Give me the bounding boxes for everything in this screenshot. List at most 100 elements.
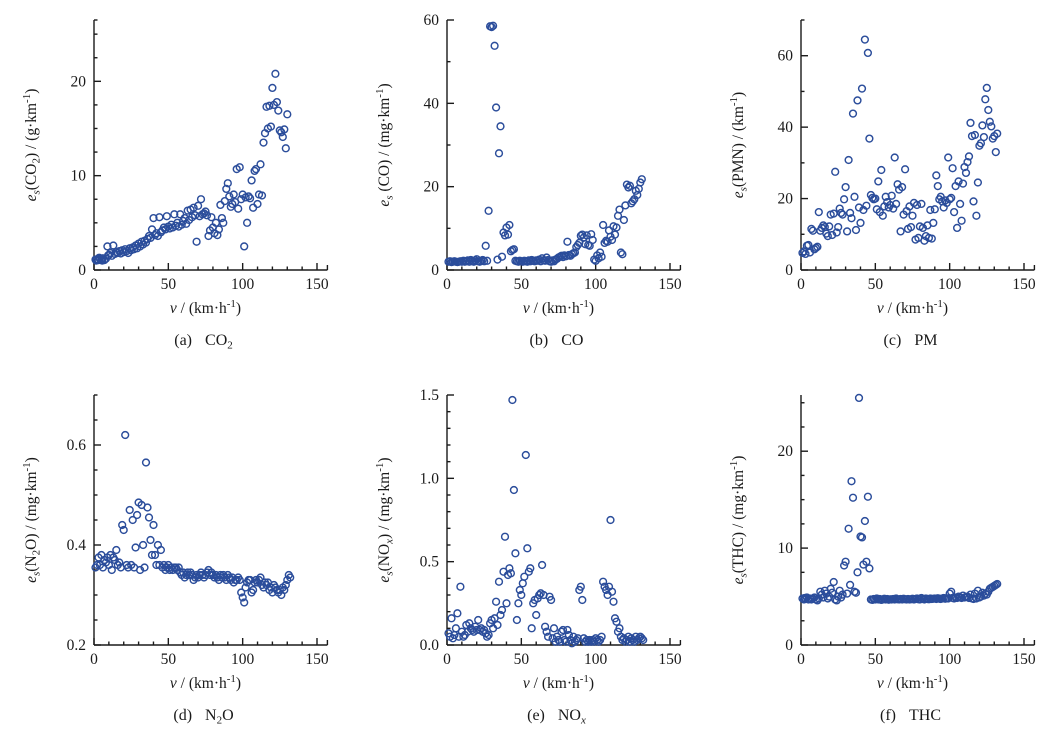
data-point — [147, 550, 157, 560]
data-point — [864, 134, 874, 143]
data-point — [574, 634, 583, 643]
data-point — [278, 132, 287, 142]
data-point — [970, 130, 979, 140]
y-axis-title: es (CO) / (mg·km-1) — [374, 83, 396, 206]
data-point — [242, 218, 252, 227]
y-tick-label: 60 — [424, 12, 440, 29]
data-point — [887, 191, 896, 200]
data-point — [510, 485, 519, 495]
data-point — [121, 430, 130, 440]
data-point — [219, 218, 228, 227]
y-tick-label: 1.0 — [420, 470, 440, 487]
x-tick-label: 150 — [305, 276, 329, 293]
data-point — [223, 179, 232, 188]
data-point — [275, 126, 284, 135]
y-tick-label: 1.5 — [420, 387, 440, 404]
data-point — [563, 237, 572, 246]
data-point — [639, 635, 648, 645]
data-point — [878, 211, 887, 220]
x-tick-label: 0 — [797, 651, 805, 668]
data-point — [493, 620, 502, 630]
data-point — [824, 222, 833, 231]
y-tick-label: 40 — [424, 95, 440, 112]
data-point — [578, 595, 587, 605]
subplot-d-n2o: 0 50 100 150 0.2 0.4 0.6 es(N2O) / (mg·km-1) v /… — [0, 375, 353, 750]
data-point — [504, 230, 513, 239]
data-point — [125, 505, 134, 515]
data-point — [860, 516, 869, 526]
data-point — [916, 199, 926, 209]
data-point — [957, 216, 966, 225]
data-points — [91, 430, 295, 607]
data-point — [146, 535, 155, 545]
data-point — [138, 540, 148, 550]
data-point — [912, 200, 921, 210]
data-point — [597, 632, 607, 641]
data-point — [544, 632, 553, 641]
data-point — [281, 580, 290, 590]
data-point — [626, 181, 635, 190]
data-point — [964, 152, 973, 161]
data-point — [501, 532, 510, 541]
x-tick-label: 150 — [659, 651, 683, 668]
data-point — [638, 175, 647, 184]
y-tick-label: 20 — [424, 179, 440, 196]
data-point — [933, 181, 942, 191]
data-point — [538, 560, 547, 570]
data-point — [159, 223, 169, 232]
data-point — [842, 589, 851, 598]
data-point — [452, 624, 461, 633]
data-point — [823, 231, 832, 241]
data-point — [842, 227, 851, 236]
data-point — [983, 105, 993, 115]
data-point — [196, 195, 206, 204]
data-point — [812, 242, 822, 251]
data-point — [811, 243, 820, 253]
y-tick-label: 10 — [71, 168, 87, 185]
data-point — [848, 493, 857, 502]
data-point — [251, 164, 261, 174]
data-point — [624, 183, 633, 192]
data-point — [839, 195, 848, 204]
x-tick-label: 50 — [867, 276, 883, 293]
data-point — [193, 201, 203, 210]
scatter-chart-co: 0 50 100 150 0 20 40 60 es (CO) / (mg·km-1) v / (… — [374, 12, 682, 349]
data-point — [170, 210, 179, 219]
data-point — [259, 138, 268, 147]
data-point — [250, 166, 259, 176]
data-point — [532, 610, 541, 620]
data-point — [527, 624, 537, 633]
data-point — [629, 197, 638, 206]
data-point — [896, 227, 905, 236]
data-point — [213, 230, 222, 240]
data-point — [484, 206, 494, 215]
data-point — [891, 199, 900, 209]
x-axis-title: v / (km·h-1) — [877, 298, 948, 317]
data-point — [851, 225, 860, 235]
subplot-caption: (c) PM — [883, 332, 937, 349]
data-point — [505, 220, 514, 230]
y-tick-label: 10 — [777, 540, 793, 557]
subplot-caption: (d) N2O — [173, 707, 233, 727]
x-tick-label: 100 — [231, 651, 255, 668]
data-point — [841, 557, 850, 566]
data-point — [554, 635, 563, 645]
data-point — [973, 178, 982, 187]
subplot-caption: (f) THC — [880, 707, 941, 724]
data-points — [444, 21, 647, 267]
x-tick-label: 100 — [938, 276, 962, 293]
data-point — [925, 205, 935, 215]
data-point — [845, 208, 854, 218]
subplot-e-nox: 0 50 100 150 0.0 0.5 1.0 1.5 es(NOx) / (mg·km-1)… — [353, 375, 706, 750]
data-point — [918, 223, 927, 233]
data-point — [857, 533, 866, 542]
data-point — [523, 544, 532, 553]
data-point — [283, 110, 292, 119]
data-point — [826, 584, 835, 593]
data-point — [969, 197, 978, 206]
data-point — [248, 203, 258, 212]
x-tick-label: 0 — [443, 651, 451, 668]
data-point — [638, 634, 647, 643]
data-point — [850, 192, 859, 201]
data-point — [876, 165, 886, 175]
